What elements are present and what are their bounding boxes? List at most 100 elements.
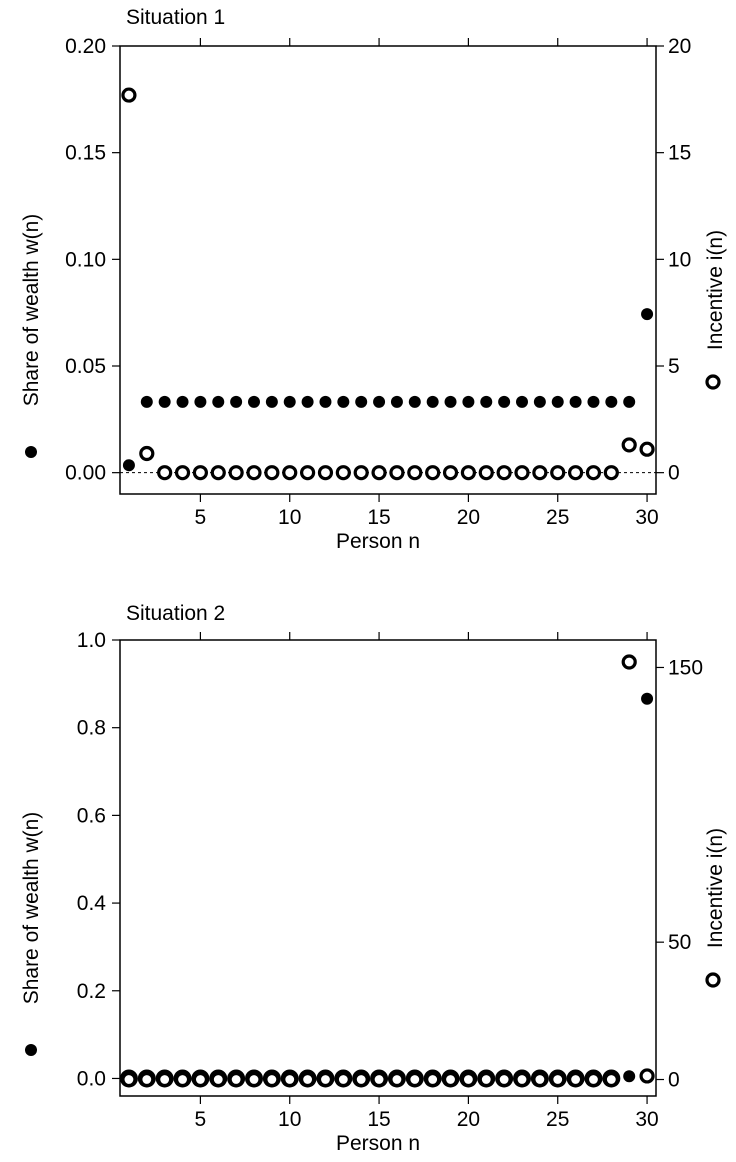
incentive-point bbox=[621, 437, 637, 453]
incentive-point bbox=[228, 465, 244, 481]
y2-tick-label: 5 bbox=[668, 355, 680, 378]
wealth-point bbox=[230, 395, 243, 408]
incentive-point bbox=[192, 465, 208, 481]
plot-frame bbox=[119, 45, 657, 495]
y2-tick-label: 20 bbox=[668, 35, 691, 58]
incentive-point bbox=[514, 1071, 530, 1088]
y-tick-label: 0.20 bbox=[65, 35, 106, 58]
incentive-point bbox=[532, 465, 548, 481]
x-tick-label: 5 bbox=[195, 1108, 207, 1131]
incentive-point bbox=[639, 1068, 655, 1084]
incentive-point bbox=[407, 1071, 423, 1088]
y-tick-label: 0.2 bbox=[77, 980, 106, 1003]
wealth-point bbox=[319, 395, 332, 408]
wealth-point bbox=[265, 395, 278, 408]
incentive-point bbox=[264, 465, 280, 481]
incentive-point bbox=[353, 1071, 369, 1088]
wealth-point bbox=[444, 395, 457, 408]
incentive-point bbox=[460, 465, 476, 481]
incentive-point bbox=[121, 1071, 137, 1088]
x-tick-label: 15 bbox=[367, 1108, 390, 1131]
y2-axis-label: Incentive i(n) bbox=[704, 230, 727, 350]
wealth-point bbox=[337, 395, 350, 408]
incentive-point bbox=[192, 1071, 208, 1088]
incentive-point bbox=[335, 1071, 351, 1088]
incentive-point bbox=[139, 1071, 155, 1088]
incentive-point bbox=[425, 465, 441, 481]
incentive-point bbox=[603, 1071, 619, 1088]
incentive-point bbox=[157, 465, 173, 481]
y-tick-label: 0.4 bbox=[77, 892, 107, 915]
y2-tick-label: 50 bbox=[668, 931, 691, 954]
wealth-point bbox=[390, 395, 403, 408]
x-tick-label: 15 bbox=[367, 506, 390, 529]
incentive-point bbox=[532, 1071, 548, 1088]
incentive-point bbox=[567, 465, 584, 481]
y2-tick-label: 0 bbox=[668, 1069, 680, 1092]
wealth-point bbox=[408, 395, 421, 408]
y-axis-label: Share of wealth w(n) bbox=[20, 812, 43, 1005]
y2-tick-label: 150 bbox=[668, 656, 703, 679]
incentive-point bbox=[514, 465, 530, 481]
incentive-point bbox=[442, 1071, 459, 1088]
incentive-point bbox=[121, 87, 137, 103]
incentive-point bbox=[246, 465, 262, 481]
x-tick-label: 5 bbox=[195, 506, 207, 529]
y2-axis-legend-marker bbox=[705, 972, 721, 988]
y2-tick-label: 15 bbox=[668, 142, 691, 165]
incentive-point bbox=[425, 1071, 441, 1088]
wealth-point bbox=[623, 395, 636, 408]
incentive-point bbox=[317, 1071, 334, 1088]
incentive-point bbox=[300, 1071, 316, 1088]
incentive-point bbox=[353, 465, 369, 481]
incentive-point bbox=[478, 465, 494, 481]
incentive-point bbox=[389, 465, 405, 481]
x-axis-label: Person n bbox=[336, 530, 420, 553]
incentive-point bbox=[496, 1071, 512, 1088]
x-tick-label: 30 bbox=[635, 506, 658, 529]
incentive-point bbox=[282, 465, 298, 481]
incentive-point bbox=[460, 1071, 476, 1088]
wealth-point bbox=[533, 395, 546, 408]
y-axis-legend-marker bbox=[25, 1044, 37, 1056]
wealth-point bbox=[587, 395, 600, 408]
chart-title: Situation 1 bbox=[126, 6, 225, 29]
incentive-point bbox=[174, 465, 191, 481]
wealth-point bbox=[498, 395, 511, 408]
y-tick-label: 0.8 bbox=[77, 717, 106, 740]
wealth-point bbox=[176, 395, 189, 408]
x-axis-label: Person n bbox=[336, 1132, 420, 1155]
wealth-point bbox=[516, 395, 528, 408]
wealth-point bbox=[140, 395, 153, 408]
wealth-point bbox=[355, 395, 368, 408]
y-axis-legend-marker bbox=[25, 446, 37, 458]
y-tick-label: 0.15 bbox=[65, 142, 106, 165]
y-tick-label: 1.0 bbox=[77, 629, 106, 652]
incentive-point bbox=[639, 441, 655, 457]
x-tick-label: 25 bbox=[546, 506, 569, 529]
y-tick-label: 0.0 bbox=[77, 1067, 106, 1090]
wealth-point bbox=[569, 395, 582, 408]
y2-tick-label: 10 bbox=[668, 248, 691, 271]
incentive-point bbox=[496, 465, 512, 481]
wealth-point bbox=[283, 395, 296, 408]
incentive-point bbox=[246, 1071, 262, 1088]
y-tick-label: 0.00 bbox=[65, 462, 106, 485]
wealth-point bbox=[462, 395, 475, 408]
incentive-point bbox=[228, 1071, 244, 1088]
y2-axis-legend-marker bbox=[705, 374, 721, 390]
incentive-point bbox=[567, 1071, 584, 1088]
incentive-point bbox=[603, 465, 619, 481]
chart-title: Situation 2 bbox=[126, 602, 225, 625]
wealth-point bbox=[641, 308, 654, 321]
y2-axis-label: Incentive i(n) bbox=[704, 828, 727, 948]
incentive-point bbox=[371, 465, 387, 481]
wealth-point bbox=[426, 395, 439, 408]
incentive-point bbox=[174, 1071, 191, 1088]
incentive-point bbox=[157, 1071, 173, 1088]
incentive-point bbox=[550, 465, 566, 481]
incentive-point bbox=[478, 1071, 494, 1088]
wealth-point bbox=[480, 395, 493, 408]
incentive-point bbox=[317, 465, 334, 481]
incentive-point bbox=[300, 465, 316, 481]
